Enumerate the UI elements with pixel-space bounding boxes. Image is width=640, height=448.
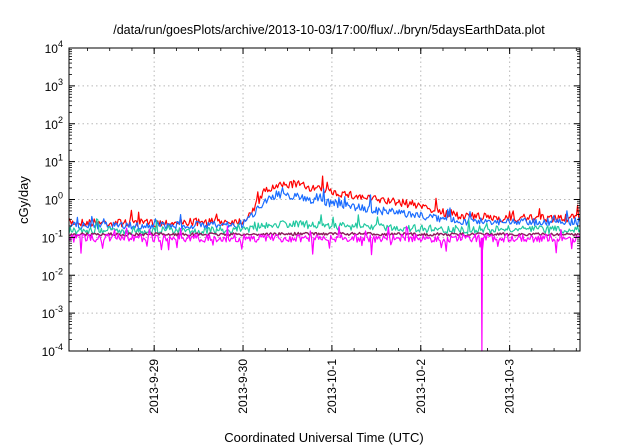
series-line	[68, 231, 581, 237]
y-tick-label: 10-3	[42, 304, 63, 321]
y-tick-label: 102	[45, 115, 63, 132]
y-axis-title: cGy/day	[16, 176, 31, 224]
series-line	[68, 187, 581, 231]
y-tick-label: 10-1	[42, 228, 63, 245]
axis-ticks	[69, 47, 580, 352]
x-tick-label: 2013-9-30	[236, 359, 250, 414]
y-axis-tick-labels: 10-4 10-3 10-2 10-1 100 101 102 103 104	[42, 39, 63, 359]
chart-title: /data/run/goesPlots/archive/2013-10-03/1…	[113, 23, 545, 37]
y-tick-label: 101	[45, 153, 63, 170]
y-tick-label: 10-4	[42, 342, 63, 359]
x-axis-title: Coordinated Universal Time (UTC)	[224, 430, 423, 445]
y-tick-label: 103	[45, 77, 63, 94]
y-tick-label: 100	[45, 191, 63, 208]
series-line	[68, 175, 581, 228]
x-tick-label: 2013-10-2	[414, 359, 428, 414]
data-series	[68, 175, 581, 352]
y-tick-label: 10-2	[42, 266, 63, 283]
x-tick-label: 2013-9-29	[147, 359, 161, 414]
series-line	[68, 225, 581, 352]
y-tick-label: 104	[45, 39, 63, 56]
x-tick-label: 2013-10-3	[503, 359, 517, 414]
x-axis-tick-labels: 2013-9-29 2013-9-30 2013-10-1 2013-10-2 2013…	[147, 359, 516, 414]
gridlines	[69, 48, 580, 351]
series-line	[68, 214, 581, 236]
x-tick-label: 2013-10-1	[325, 359, 339, 414]
